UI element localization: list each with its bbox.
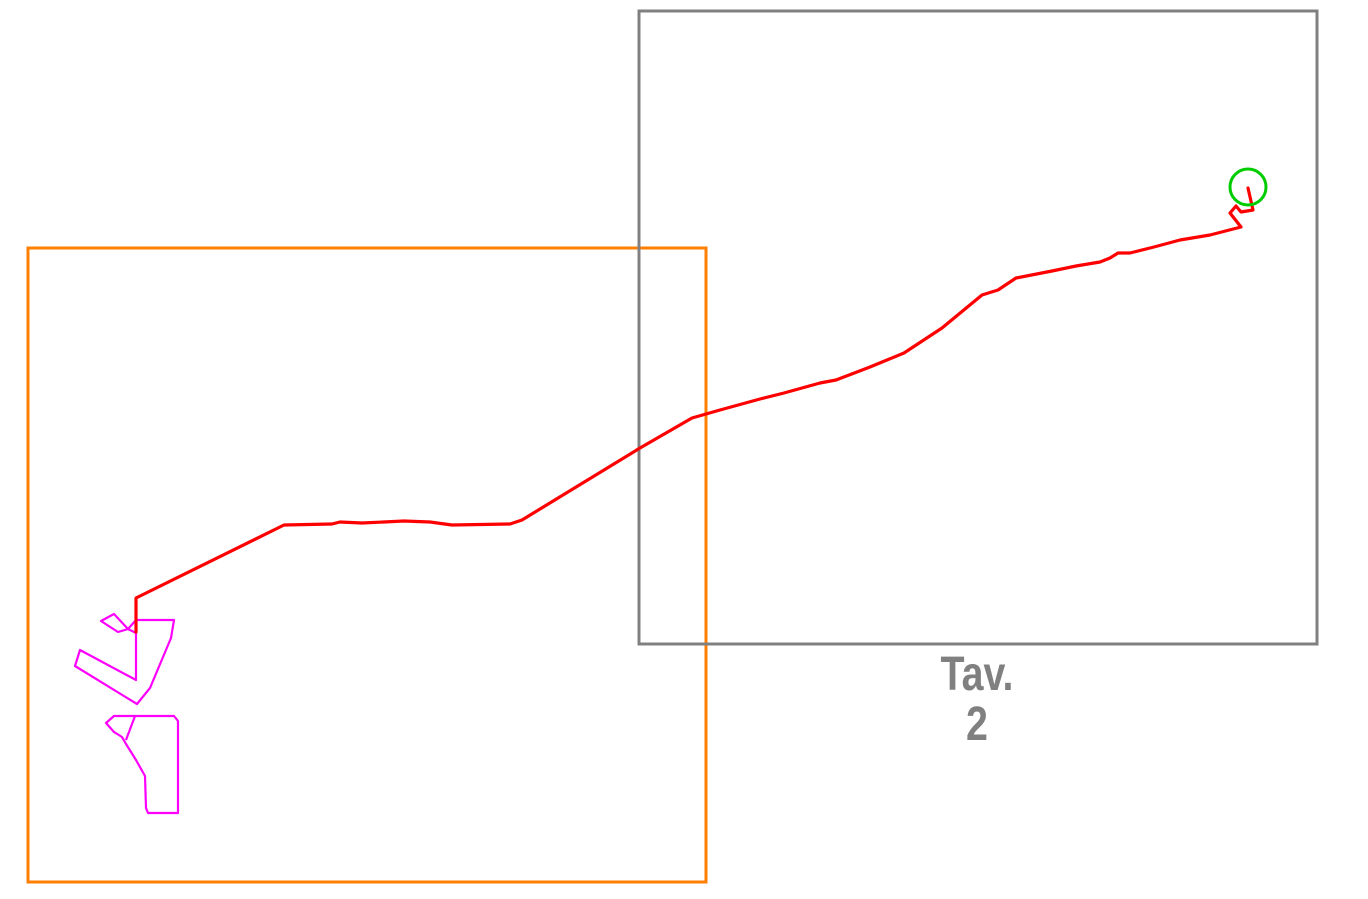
route-line <box>134 186 1255 634</box>
parcel-south-divider <box>124 715 137 741</box>
parcel-north <box>73 612 176 706</box>
sheet-2-frame <box>637 9 1319 646</box>
endpoint-circle <box>1228 167 1268 207</box>
sheet-label-prefix: Tav. <box>940 648 1014 701</box>
sheet-label-number: 2 <box>966 698 988 751</box>
parcel-south <box>104 714 180 815</box>
area-frame <box>26 246 708 884</box>
sheet-label: Tav. 2 <box>895 650 1059 750</box>
